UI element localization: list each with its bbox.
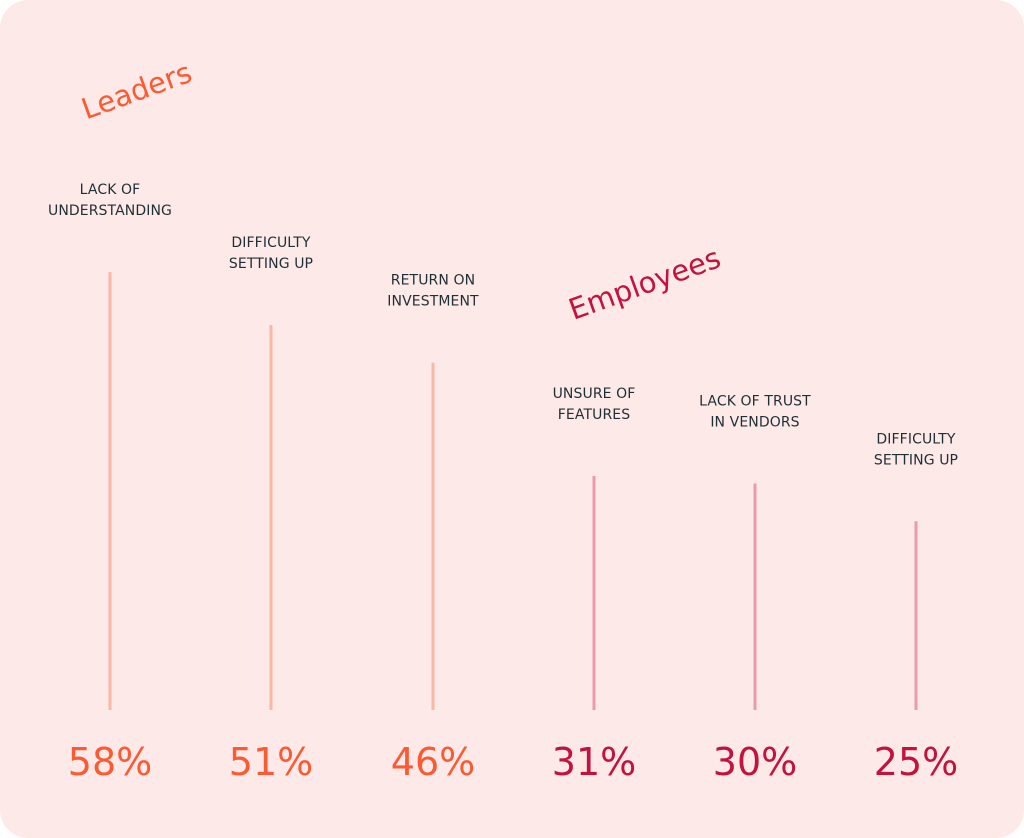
category-label: SETTING UP — [229, 256, 313, 272]
category-label: RETURN ON — [391, 273, 475, 289]
group-label-employees: Employees — [564, 240, 725, 326]
category-label: DIFFICULTY — [876, 431, 955, 447]
category-label: SETTING UP — [874, 452, 958, 468]
value-label: 51% — [229, 740, 313, 784]
category-label: INVESTMENT — [387, 294, 479, 310]
category-label: IN VENDORS — [710, 415, 799, 431]
value-label: 46% — [391, 740, 475, 784]
category-label: LACK OF TRUST — [699, 394, 811, 410]
value-label: 58% — [68, 740, 152, 784]
value-label: 25% — [874, 740, 958, 784]
category-label: UNDERSTANDING — [48, 203, 172, 219]
category-label: FEATURES — [558, 407, 630, 423]
category-label: LACK OF — [80, 182, 141, 198]
value-label: 31% — [552, 740, 636, 784]
category-label: DIFFICULTY — [231, 235, 310, 251]
value-label: 30% — [713, 740, 797, 784]
group-label-leaders: Leaders — [77, 55, 196, 126]
category-label: UNSURE OF — [553, 386, 636, 402]
